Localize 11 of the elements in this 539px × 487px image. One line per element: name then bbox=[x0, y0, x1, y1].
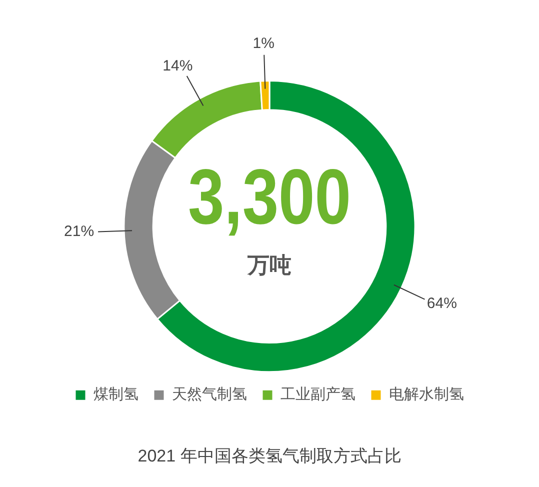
data-label: 14% bbox=[162, 57, 193, 74]
text: 3,300 bbox=[188, 154, 351, 241]
text: 2021 年中国各类氢气制取方式占比 bbox=[138, 446, 402, 466]
legend-label: 电解水制氢 bbox=[389, 386, 464, 404]
data-label: 1% bbox=[252, 34, 274, 52]
legend-label: 煤制氢 bbox=[94, 386, 138, 404]
data-label: 21% bbox=[64, 223, 94, 240]
legend-label: 天然气制氢 bbox=[172, 386, 247, 404]
data-label: 64% bbox=[426, 295, 457, 312]
text: 万吨 bbox=[246, 252, 292, 278]
legend-label: 工业副产氢 bbox=[280, 386, 356, 404]
